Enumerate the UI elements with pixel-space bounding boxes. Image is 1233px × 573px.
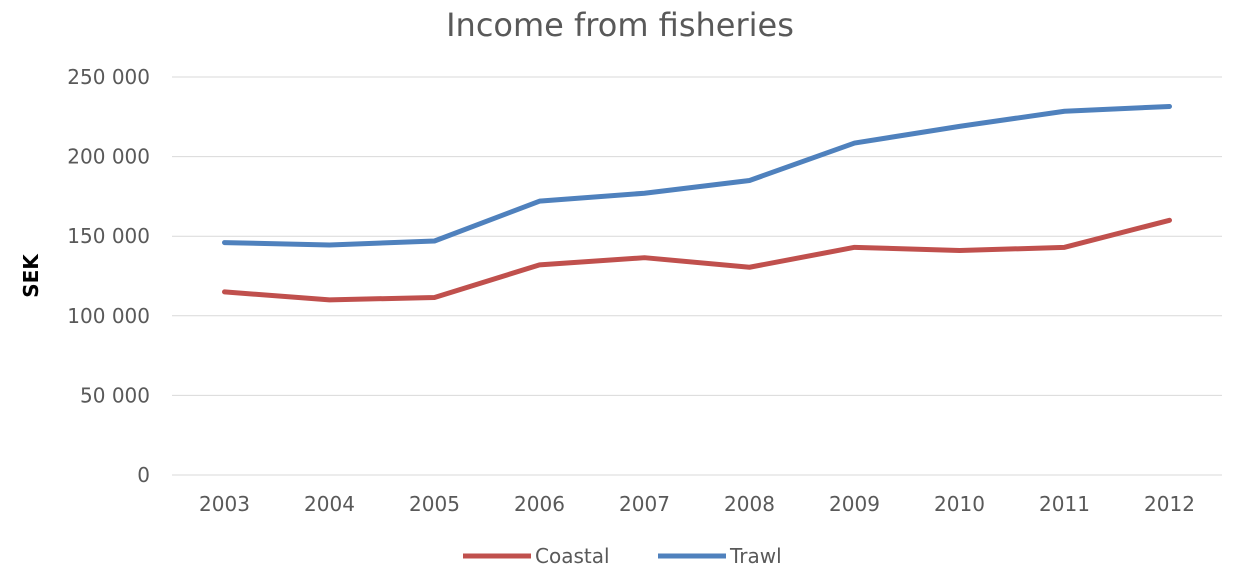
x-tick-label: 2003 (199, 492, 250, 516)
y-tick-label: 150 000 (67, 224, 150, 248)
series-lines (224, 106, 1169, 300)
x-axis-ticks: 2003 2004 2005 2006 2007 2008 2009 2010 2011 2012 (199, 492, 1195, 516)
x-tick-label: 2011 (1039, 492, 1090, 516)
x-tick-label: 2004 (304, 492, 355, 516)
x-tick-label: 2012 (1144, 492, 1195, 516)
x-tick-label: 2010 (934, 492, 985, 516)
chart-title: Income from fisheries (446, 6, 794, 44)
x-tick-label: 2009 (829, 492, 880, 516)
y-tick-label: 50 000 (80, 383, 150, 407)
legend-label-trawl: Trawl (729, 544, 782, 568)
x-tick-label: 2005 (409, 492, 460, 516)
x-tick-label: 2007 (619, 492, 670, 516)
series-line-trawl (225, 106, 1170, 245)
legend: Coastal Trawl (463, 544, 782, 568)
series-line-coastal (225, 220, 1170, 300)
gridlines (172, 77, 1222, 475)
y-tick-label: 0 (137, 463, 150, 487)
y-axis-label: SEK (19, 253, 43, 298)
y-tick-label: 200 000 (67, 145, 150, 169)
x-tick-label: 2008 (724, 492, 775, 516)
y-axis-ticks: 0 50 000 100 000 150 000 200 000 250 000 (67, 65, 150, 487)
y-tick-label: 250 000 (67, 65, 150, 89)
legend-label-coastal: Coastal (535, 544, 610, 568)
y-tick-label: 100 000 (67, 304, 150, 328)
x-tick-label: 2006 (514, 492, 565, 516)
